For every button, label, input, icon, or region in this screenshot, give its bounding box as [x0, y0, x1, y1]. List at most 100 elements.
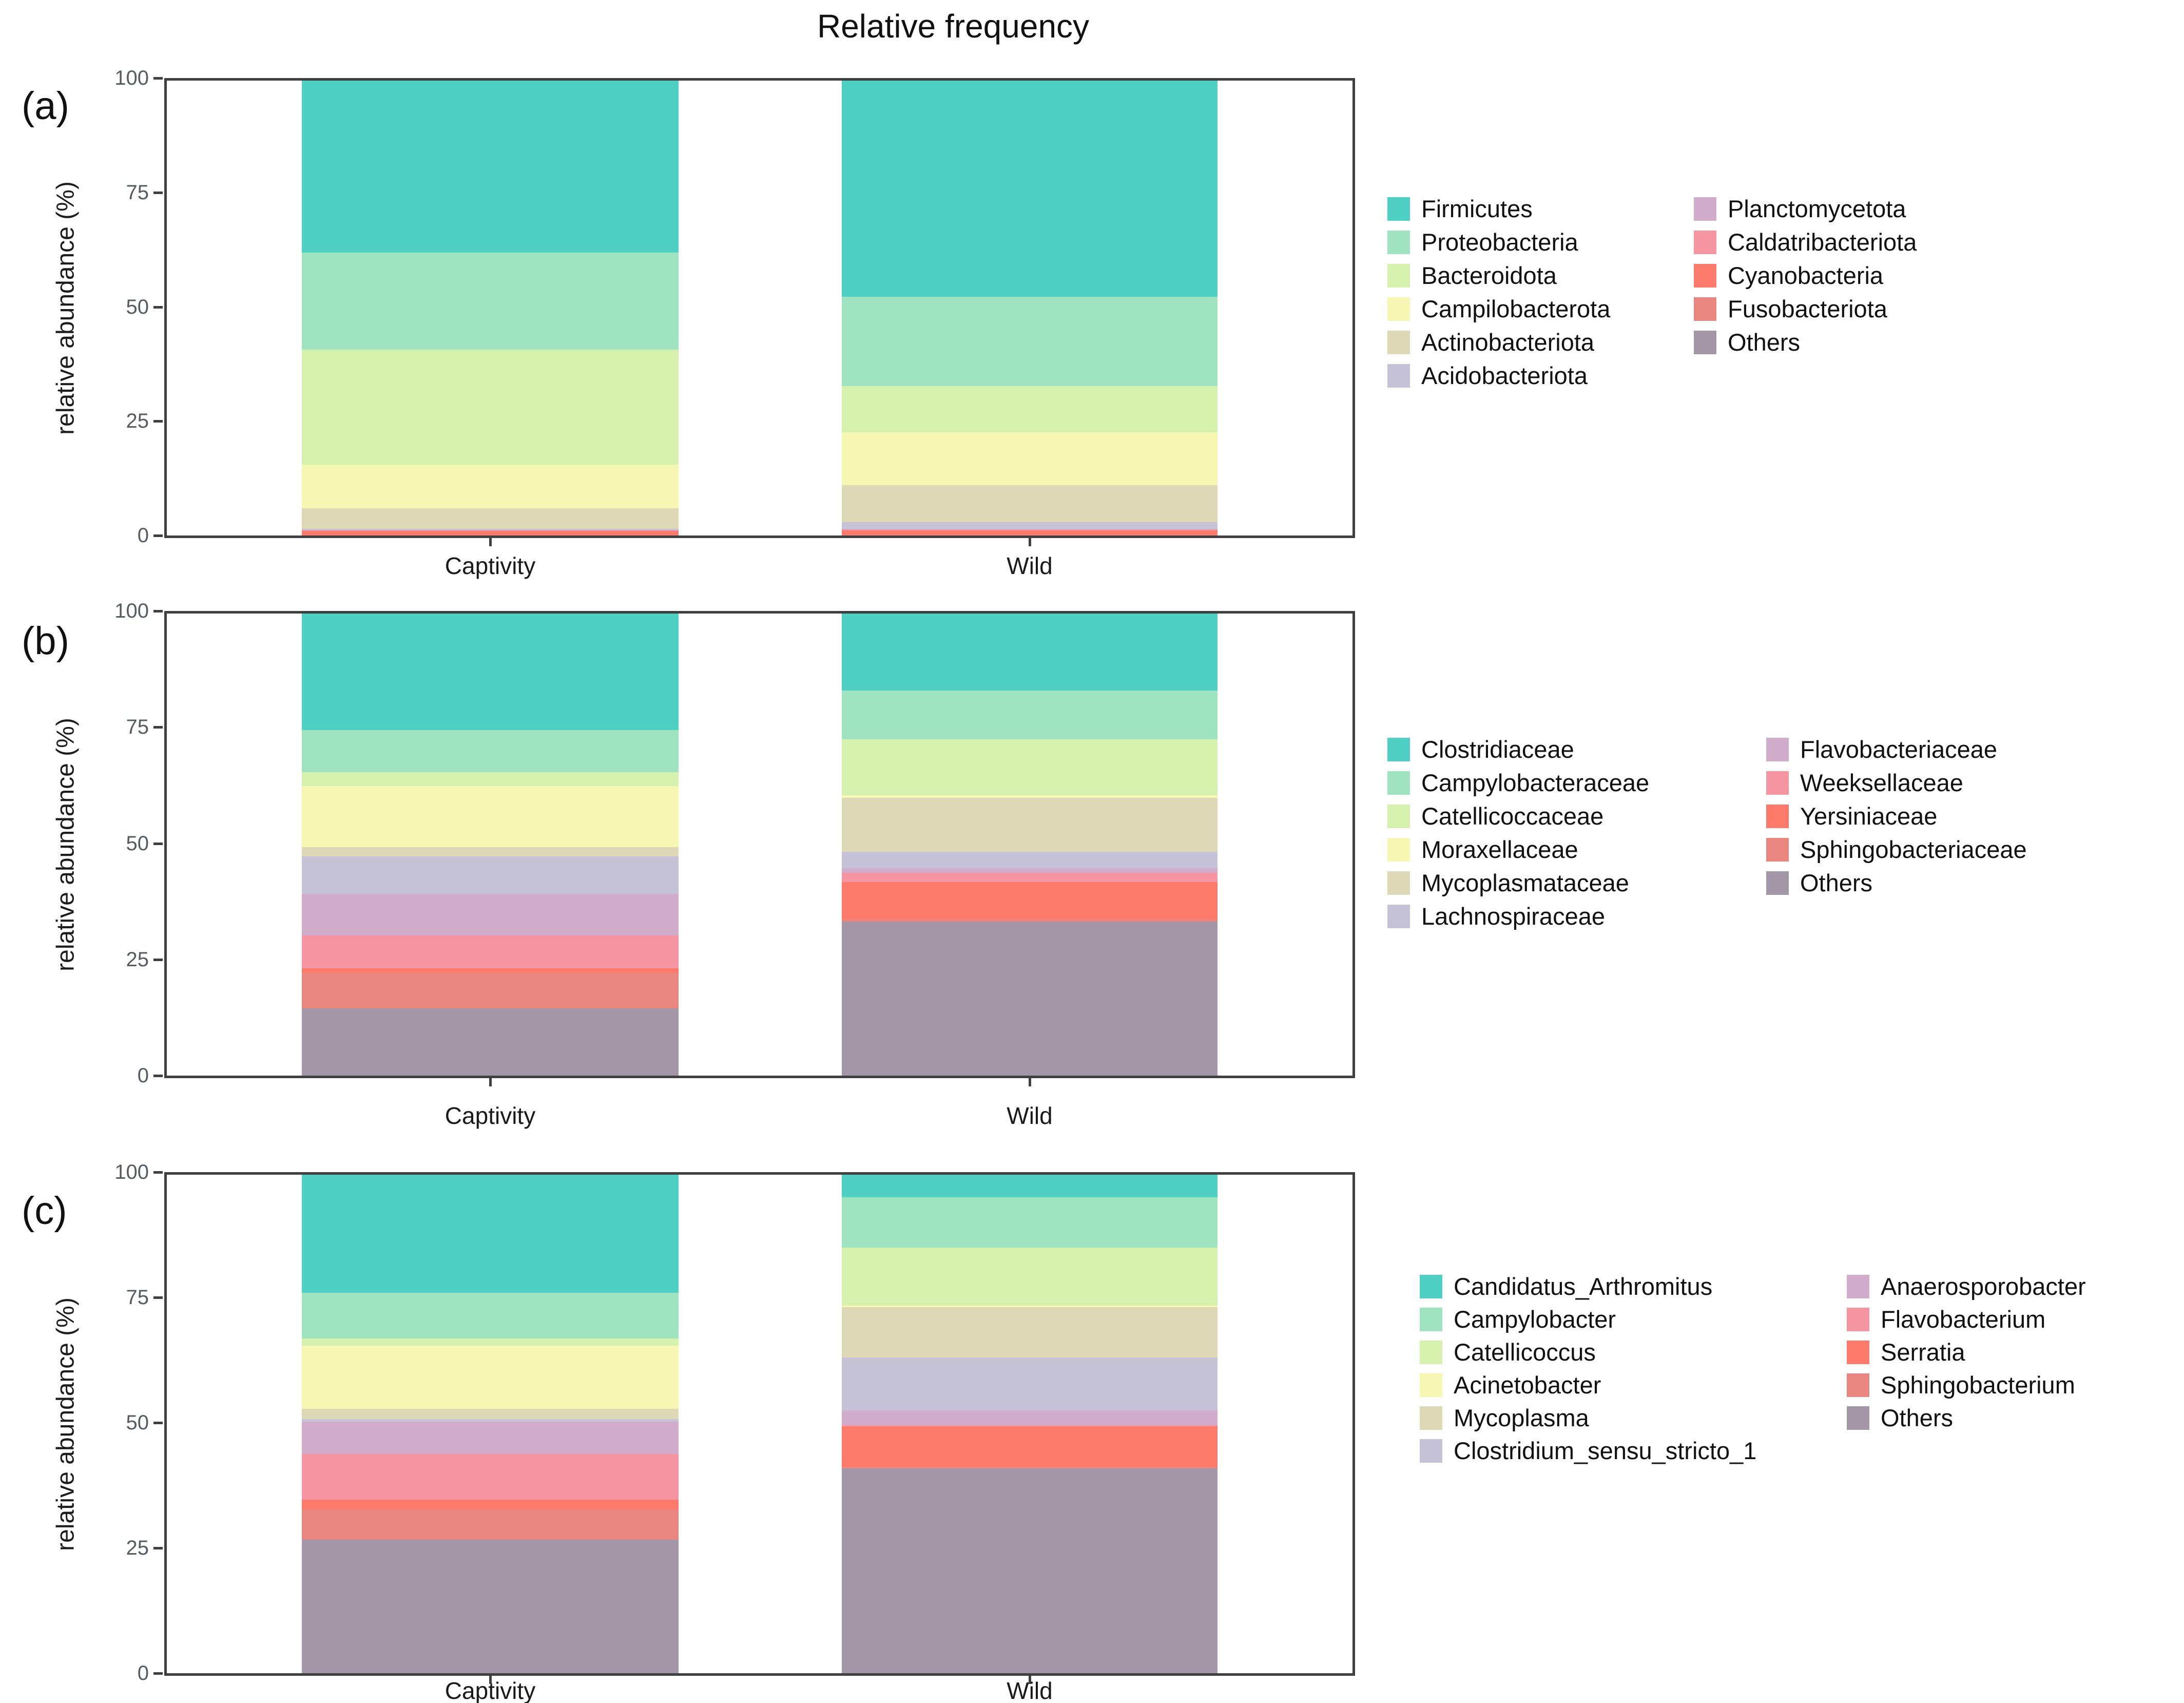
y-tick-label: 50	[126, 832, 149, 855]
bar-segment-serratia	[842, 1426, 1217, 1467]
bar-segment-cyanobacteria	[842, 530, 1217, 535]
y-tick-mark	[153, 1547, 163, 1549]
legend-label-planctomycetota: Planctomycetota	[1728, 195, 1906, 222]
legend-swatch-icon	[1387, 738, 1410, 761]
legend-swatch-icon	[1766, 871, 1789, 895]
bar-wild	[842, 1172, 1217, 1676]
bar-segment-weeksellaceae	[842, 873, 1217, 882]
bar-segment-catellicoccus	[842, 1248, 1217, 1306]
bar-segment-bacteroidota	[302, 350, 679, 465]
bar-segment-others	[842, 1468, 1217, 1676]
y-tick-mark	[153, 77, 163, 80]
legend-swatch-icon	[1766, 771, 1789, 795]
y-tick-label: 100	[114, 600, 149, 622]
legend-swatch-icon	[1387, 364, 1410, 388]
panel-label: (b)	[22, 619, 69, 663]
legend-label-flavobacterium: Flavobacterium	[1881, 1306, 2046, 1333]
x-category-label-captivity: Captivity	[444, 1102, 536, 1129]
figure-title: Relative frequency	[817, 8, 1090, 45]
bar-segment-others	[302, 1008, 679, 1078]
legend-label-lachnospiraceae: Lachnospiraceae	[1421, 903, 1605, 930]
bar-segment-others	[842, 922, 1217, 1078]
legend-label-catellicoccus: Catellicoccus	[1454, 1338, 1596, 1366]
bar-segment-caldatribacteriota	[302, 530, 679, 531]
bar-segment-flavobacteriaceae	[842, 868, 1217, 873]
bar-segment-acidobacteriota	[302, 529, 679, 530]
legend-swatch-icon	[1420, 1406, 1442, 1430]
legend-label-sphingobacteriaceae: Sphingobacteriaceae	[1800, 836, 2027, 863]
legend-swatch-icon	[1387, 197, 1410, 221]
y-tick-label: 75	[126, 181, 149, 204]
bar-captivity	[302, 78, 679, 538]
bar-segment-lachnospiraceae	[302, 856, 679, 894]
legend-swatch-icon	[1420, 1373, 1442, 1397]
bar-segment-firmicutes	[302, 78, 679, 253]
legend-swatch-icon	[1420, 1308, 1442, 1331]
plot-area	[164, 611, 1355, 1078]
bar-segment-mycoplasmataceae	[842, 798, 1217, 852]
legend-label-acidobacteriota: Acidobacteriota	[1421, 362, 1588, 389]
legend-label-others: Others	[1728, 329, 1801, 356]
x-category-label-captivity: Captivity	[444, 1677, 536, 1703]
legend-label-yersiniaceae: Yersiniaceae	[1800, 802, 1938, 830]
bar-segment-weeksellaceae	[302, 935, 679, 968]
x-category-label-wild: Wild	[1007, 1677, 1053, 1703]
panel-label: (c)	[22, 1189, 67, 1233]
bar-segment-anaerosporobacter	[302, 1422, 679, 1454]
bar-segment-sphingobacteriaceae	[302, 973, 679, 1008]
bar-segment-mycoplasmataceae	[302, 847, 679, 856]
y-tick-mark	[153, 1171, 163, 1174]
legend-label-flavobacteriaceae: Flavobacteriaceae	[1800, 736, 1998, 763]
legend-label-mycoplasmataceae: Mycoplasmataceae	[1421, 869, 1629, 896]
legend-label-others: Others	[1881, 1404, 1954, 1431]
bar-segment-actinobacteriota	[302, 508, 679, 529]
y-tick-mark	[153, 958, 163, 961]
bar-segment-firmicutes	[842, 78, 1217, 297]
legend-swatch-icon	[1387, 805, 1410, 828]
y-tick-mark	[153, 1296, 163, 1299]
plot-area	[164, 78, 1355, 538]
bar-segment-serratia	[302, 1500, 679, 1509]
legend-label-cyanobacteria: Cyanobacteria	[1728, 262, 1884, 289]
bar-segment-sphingobacterium	[302, 1509, 679, 1540]
bar-segment-flavobacteriaceae	[302, 894, 679, 935]
legend-label-clostridium_sensu_stricto_1: Clostridium_sensu_stricto_1	[1454, 1437, 1757, 1464]
bar-segment-clostridium_sensu_stricto_1	[302, 1419, 679, 1422]
plot-area	[164, 1172, 1355, 1676]
legend-swatch-icon	[1847, 1341, 1869, 1364]
y-tick-mark	[153, 420, 163, 423]
panel-label: (a)	[22, 84, 69, 128]
bar-segment-clostridiaceae	[842, 611, 1217, 691]
bar-segment-sphingobacteriaceae	[842, 920, 1217, 922]
bar-segment-candidatus_arthromitus	[842, 1172, 1217, 1197]
legend-label-mycoplasma: Mycoplasma	[1454, 1404, 1589, 1431]
bar-segment-flavobacterium	[302, 1454, 679, 1500]
x-category-label-wild: Wild	[1007, 1102, 1053, 1129]
legend-swatch-icon	[1387, 871, 1410, 895]
legend-swatch-icon	[1387, 771, 1410, 795]
legend-swatch-icon	[1387, 264, 1410, 288]
y-tick-mark	[153, 191, 163, 194]
legend-label-others: Others	[1800, 869, 1873, 896]
bar-segment-anaerosporobacter	[842, 1410, 1217, 1425]
y-axis-title: relative abundance (%)	[52, 181, 80, 435]
legend-swatch-icon	[1766, 805, 1789, 828]
legend-label-anaerosporobacter: Anaerosporobacter	[1881, 1273, 2086, 1300]
y-tick-label: 0	[137, 1064, 149, 1087]
legend-label-acinetobacter: Acinetobacter	[1454, 1371, 1601, 1399]
bar-segment-actinobacteriota	[842, 485, 1217, 522]
bar-segment-bacteroidota	[842, 386, 1217, 432]
x-tick-mark	[489, 538, 492, 546]
legend-label-sphingobacterium: Sphingobacterium	[1881, 1371, 2075, 1399]
y-tick-mark	[153, 1422, 163, 1424]
y-axis-title: relative abundance (%)	[52, 1297, 80, 1551]
y-tick-label: 75	[126, 1286, 149, 1309]
bar-segment-proteobacteria	[302, 253, 679, 350]
legend-swatch-icon	[1420, 1439, 1442, 1463]
legend-label-fusobacteriota: Fusobacteriota	[1728, 295, 1887, 322]
legend-label-serratia: Serratia	[1881, 1338, 1965, 1366]
legend-label-catellicoccaceae: Catellicoccaceae	[1421, 802, 1604, 830]
legend-swatch-icon	[1387, 838, 1410, 862]
y-tick-label: 50	[126, 295, 149, 318]
